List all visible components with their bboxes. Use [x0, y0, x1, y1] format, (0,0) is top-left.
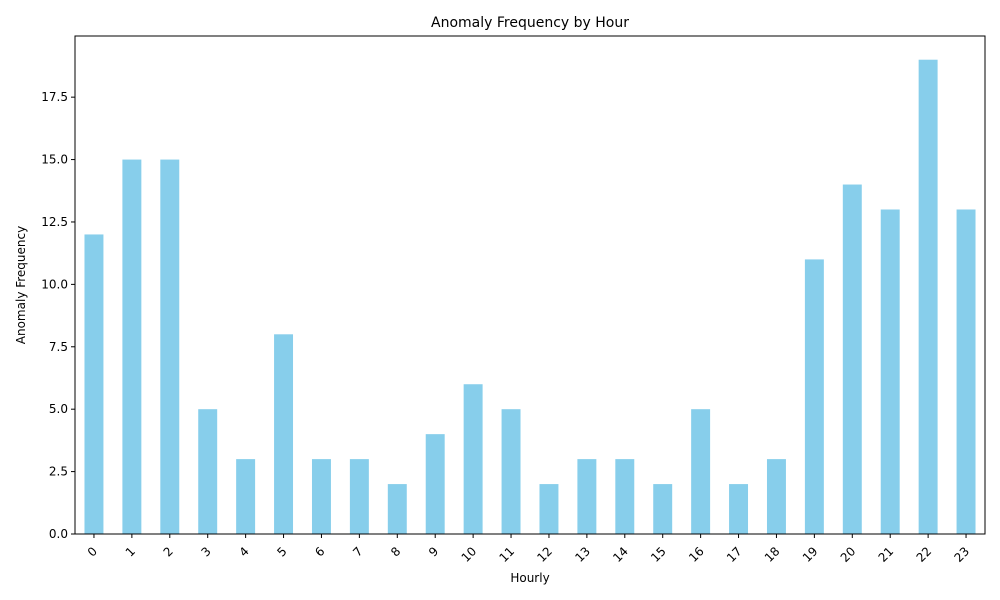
y-tick-label: 17.5	[41, 90, 68, 104]
bar-hour-15	[653, 484, 673, 534]
y-tick-label: 12.5	[41, 215, 68, 229]
bar-hour-6	[311, 459, 331, 534]
y-tick-label: 10.0	[41, 277, 68, 291]
bar-hour-20	[842, 184, 862, 535]
x-tick-label: 15	[648, 544, 669, 565]
bar-hour-9	[425, 434, 445, 534]
x-tick-label: 21	[876, 544, 897, 565]
bar-hour-23	[956, 209, 976, 535]
x-tick-label: 12	[534, 544, 555, 565]
bar-hour-22	[918, 59, 938, 534]
x-tick-label: 9	[426, 544, 441, 559]
bar-hour-13	[577, 459, 597, 534]
bar-hour-0	[84, 234, 104, 535]
x-tick-label: 4	[236, 544, 251, 559]
bar-hour-12	[539, 484, 559, 534]
x-tick-label: 20	[838, 544, 859, 565]
x-tick-label: 14	[610, 544, 631, 565]
bar-hour-14	[615, 459, 635, 534]
y-tick-label: 5.0	[49, 402, 68, 416]
y-tick-label: 7.5	[49, 340, 68, 354]
x-tick-label: 5	[274, 544, 289, 559]
bar-hour-8	[387, 484, 407, 534]
bar-hour-19	[804, 259, 824, 534]
bar-hour-11	[501, 409, 521, 534]
y-tick-label: 0.0	[49, 527, 68, 541]
x-tick-label: 6	[312, 544, 327, 559]
x-tick-label: 1	[123, 544, 138, 559]
y-tick-label: 15.0	[41, 153, 68, 167]
bar-hour-21	[880, 209, 900, 535]
x-tick-label: 8	[388, 544, 403, 559]
x-tick-label: 3	[199, 544, 214, 559]
x-tick-label: 23	[951, 544, 972, 565]
x-axis-label: Hourly	[510, 571, 549, 585]
x-tick-label: 0	[85, 544, 100, 559]
chart-title: Anomaly Frequency by Hour	[431, 15, 629, 31]
bars-group	[84, 59, 976, 535]
bar-hour-10	[463, 384, 483, 534]
bar-hour-7	[349, 459, 369, 534]
x-tick-label: 18	[762, 544, 783, 565]
bar-hour-5	[274, 334, 294, 534]
x-tick-label: 7	[350, 544, 365, 559]
bar-hour-18	[766, 459, 786, 534]
bar-hour-2	[160, 159, 180, 534]
x-tick-label: 16	[686, 544, 707, 565]
x-tick-label: 17	[724, 544, 745, 565]
x-tick-label: 2	[161, 544, 176, 559]
x-tick-label: 22	[914, 544, 935, 565]
bar-hour-1	[122, 159, 142, 534]
x-tick-label: 19	[800, 544, 821, 565]
bar-hour-3	[198, 409, 218, 534]
x-axis: 0 1 2 3 4 5 6 7 8 9 10 11 12 13 14 15 16 17 18 19 20 21 22 23	[85, 534, 972, 565]
x-tick-label: 10	[459, 544, 480, 565]
y-tick-label: 2.5	[49, 465, 68, 479]
y-axis: 0.0 2.5 5.0 7.5 10.0 12.5 15.0 17.5	[41, 90, 75, 541]
bar-hour-4	[236, 459, 256, 534]
x-tick-label: 13	[572, 544, 593, 565]
bar-hour-16	[691, 409, 711, 534]
y-axis-label: Anomaly Frequency	[14, 226, 28, 344]
bar-hour-17	[729, 484, 749, 534]
x-tick-label: 11	[496, 544, 517, 565]
plot-frame	[74, 35, 986, 535]
